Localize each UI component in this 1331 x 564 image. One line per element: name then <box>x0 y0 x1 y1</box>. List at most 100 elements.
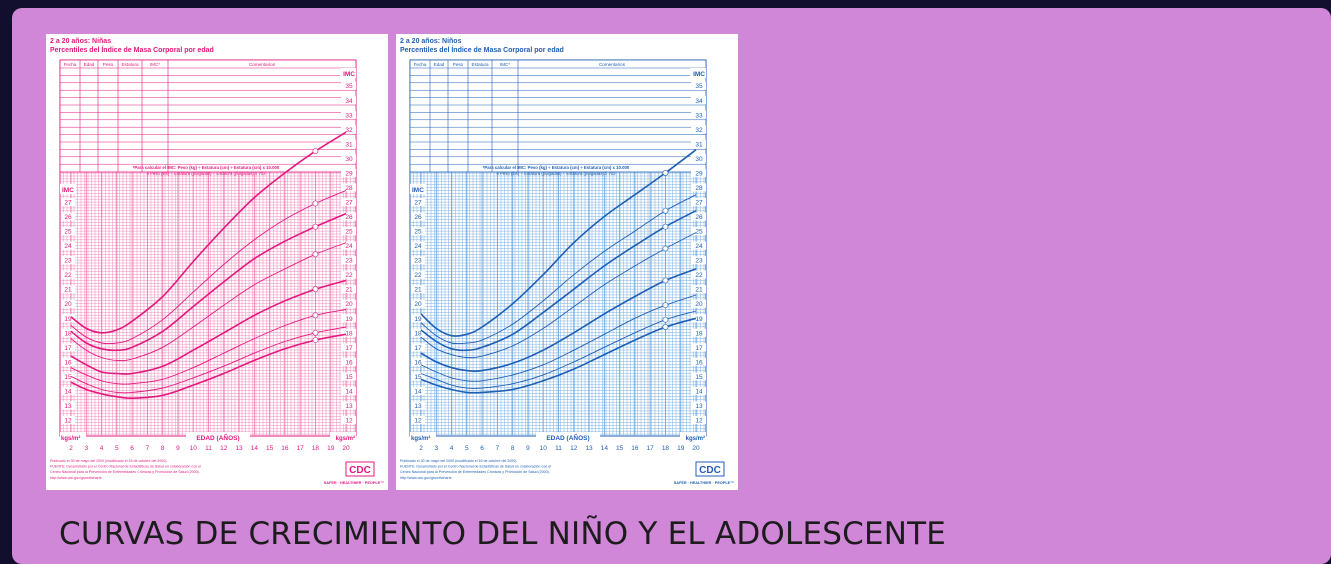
y-tick-label: 15 <box>64 374 72 381</box>
y-tick-label-right: 27 <box>695 200 703 207</box>
record-table-box <box>59 59 357 173</box>
y-tick-bg-upper <box>691 81 706 90</box>
y-tick-label-right: 12 <box>695 418 703 425</box>
y-tick-bg-right <box>691 241 706 250</box>
y-tick-label-upper: 31 <box>345 141 353 148</box>
table-header-3: Estatura <box>121 62 139 67</box>
x-tick-label: 6 <box>480 445 484 452</box>
y-tick-label-right: 20 <box>345 301 353 308</box>
footer-line-0: Publicado el 30 de mayo del 2000 (modifi… <box>400 459 517 463</box>
y-tick-label-right: 13 <box>695 403 703 410</box>
x-tick-label: 12 <box>220 445 228 452</box>
y-tick-label-upper: 35 <box>345 83 353 90</box>
y-tick-label: 18 <box>414 330 422 337</box>
y-tick-bg <box>411 227 425 236</box>
y-tick-bg-right <box>341 227 356 236</box>
boys-bmi-chart: 2 a 20 años: Niños Percentiles del Índice… <box>396 34 738 490</box>
table-header-0: Fecha <box>64 62 77 67</box>
y-tick-label-right: 23 <box>345 258 353 265</box>
y-tick-bg <box>411 343 425 352</box>
y-tick-label-upper: 34 <box>695 98 703 105</box>
y-tick-label-upper: 32 <box>695 127 703 134</box>
imc-label-bg <box>410 184 426 194</box>
y-tick-bg-right <box>691 314 706 323</box>
y-tick-label-right: 25 <box>345 229 353 236</box>
y-tick-label-right: 14 <box>345 388 353 395</box>
y-tick-label: 21 <box>414 287 422 294</box>
y-tick-bg-right <box>341 256 356 265</box>
units-label-left: kgs/m² <box>61 435 80 442</box>
chart-subtitle: Percentiles del Índice de Masa Corporal … <box>400 45 564 54</box>
y-tick-label: 20 <box>414 301 422 308</box>
slide-card: 2 a 20 años: Niñas Percentiles del Índice… <box>12 8 1331 564</box>
y-tick-label: 26 <box>64 214 72 221</box>
x-tick-label: 5 <box>115 445 119 452</box>
y-tick-label: 15 <box>414 374 422 381</box>
x-tick-label: 16 <box>281 445 289 452</box>
y-tick-bg-upper <box>691 110 706 119</box>
x-tick-label: 8 <box>161 445 165 452</box>
percentile-marker-50 <box>312 286 319 293</box>
y-tick-label-right: 21 <box>345 287 353 294</box>
percentile-marker-75 <box>312 251 319 258</box>
y-tick-label: 20 <box>64 301 72 308</box>
table-header-1: Edad <box>434 62 445 67</box>
girls-bmi-chart: 2 a 20 años: Niñas Percentiles del Índice… <box>46 34 388 490</box>
units-bg-left <box>410 432 436 442</box>
chart-title: 2 a 20 años: Niñas <box>50 38 111 45</box>
y-tick-label-right: 20 <box>695 301 703 308</box>
percentile-marker-85 <box>662 223 669 230</box>
x-tick-label: 11 <box>555 445 562 452</box>
y-tick-bg-right <box>341 372 356 381</box>
y-tick-bg <box>411 328 425 337</box>
y-tick-label: 19 <box>64 316 72 323</box>
cdc-logo-text: CDC <box>699 465 721 476</box>
y-tick-bg <box>411 357 425 366</box>
x-tick-label: 5 <box>465 445 469 452</box>
units-bg-right <box>330 432 356 442</box>
y-tick-bg <box>411 386 425 395</box>
table-header-5: Comentarios <box>249 62 276 67</box>
y-tick-bg <box>61 198 75 206</box>
percentile-marker-10 <box>662 316 669 323</box>
y-tick-bg <box>61 212 75 221</box>
x-tick-label: 8 <box>511 445 515 452</box>
y-tick-label-right: 26 <box>345 214 353 221</box>
y-tick-bg-upper <box>341 154 356 163</box>
y-tick-bg <box>61 372 75 381</box>
table-header-4: IMC* <box>500 62 510 67</box>
chart-subtitle: Percentiles del Índice de Masa Corporal … <box>50 45 214 54</box>
imc-label-left: IMC <box>412 187 424 194</box>
imc-label-bg <box>60 184 76 194</box>
y-tick-label: 24 <box>414 243 422 250</box>
slide-caption: CURVAS DE CRECIMIENTO DEL NIÑO Y EL ADOL… <box>59 516 947 552</box>
y-tick-bg-right <box>691 401 706 410</box>
y-tick-label: 18 <box>64 330 72 337</box>
y-tick-bg-right <box>341 270 356 279</box>
percentile-marker-90 <box>312 200 319 207</box>
percentile-curve-90 <box>420 194 697 345</box>
y-tick-bg-right <box>691 416 706 424</box>
units-label-right: kgs/m² <box>686 435 705 442</box>
x-tick-label: 10 <box>540 445 548 452</box>
y-tick-bg-right <box>341 241 356 250</box>
percentile-curve-85 <box>420 209 697 352</box>
y-tick-label: 27 <box>64 200 72 207</box>
percentile-curve-85 <box>70 212 347 352</box>
y-tick-label-right: 18 <box>345 330 353 337</box>
y-tick-label-right: 25 <box>695 229 703 236</box>
y-tick-bg-right <box>691 212 706 221</box>
x-tick-label: 2 <box>419 445 423 452</box>
percentile-marker-5 <box>312 337 319 343</box>
y-tick-bg <box>61 386 75 395</box>
y-tick-bg <box>411 416 425 424</box>
y-tick-label: 12 <box>414 418 422 425</box>
y-tick-bg <box>61 357 75 366</box>
imc-label-right-bg <box>340 68 356 78</box>
y-tick-label: 12 <box>64 418 72 425</box>
y-tick-bg-right <box>691 357 706 366</box>
percentile-curve-90 <box>70 189 347 345</box>
y-tick-bg <box>411 372 425 381</box>
footer-line-2: Centro Nacional para la Prevención de En… <box>50 470 200 474</box>
